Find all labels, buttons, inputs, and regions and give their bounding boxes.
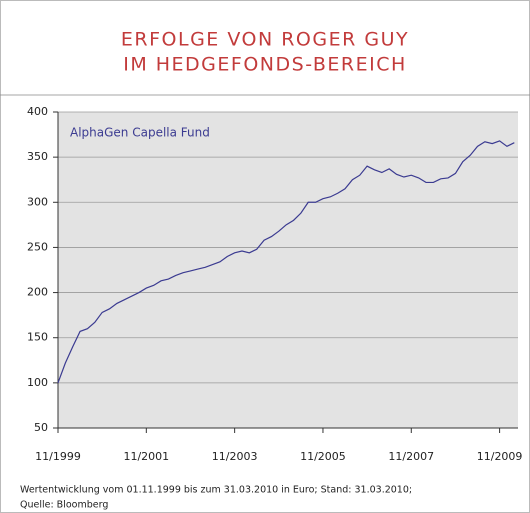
y-tick-label: 400 <box>27 105 48 118</box>
x-tick-label: 11/2007 <box>388 450 434 463</box>
x-tick-label: 11/2009 <box>477 450 523 463</box>
x-tick-label: 11/2005 <box>300 450 346 463</box>
y-tick-label: 200 <box>27 286 48 299</box>
y-tick-label: 50 <box>34 421 48 434</box>
x-tick-label: 11/2001 <box>123 450 169 463</box>
footnote: Quelle: Bloomberg <box>20 500 108 511</box>
plot-area <box>58 112 518 428</box>
series-line <box>57 140 515 384</box>
y-tick-label: 150 <box>27 331 48 344</box>
chart-title: IM HEDGEFONDS-BEREICH <box>123 54 407 76</box>
chart-title: ERFOLGE VON ROGER GUY <box>121 29 409 51</box>
footnote: Wertentwicklung vom 01.11.1999 bis zum 3… <box>20 485 412 496</box>
y-tick-label: 350 <box>27 150 48 163</box>
x-tick-label: 11/2003 <box>212 450 258 463</box>
legend-label: AlphaGen Capella Fund <box>70 126 210 140</box>
y-tick-label: 300 <box>27 195 48 208</box>
y-tick-label: 250 <box>27 240 48 253</box>
x-tick-label: 11/1999 <box>35 450 81 463</box>
y-tick-label: 100 <box>27 376 48 389</box>
